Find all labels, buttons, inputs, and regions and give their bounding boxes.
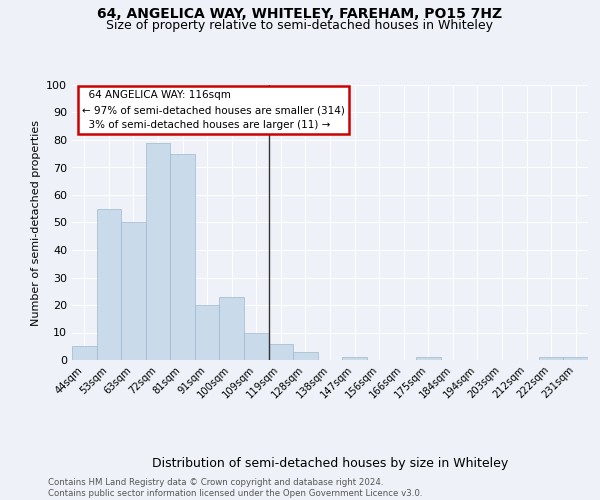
Bar [416, 357, 440, 360]
Bar [170, 154, 195, 360]
Bar [121, 222, 146, 360]
Text: 64 ANGELICA WAY: 116sqm  
← 97% of semi-detached houses are smaller (314)
  3% o: 64 ANGELICA WAY: 116sqm ← 97% of semi-de… [82, 90, 345, 130]
Bar [269, 344, 293, 360]
Bar [342, 357, 367, 360]
Bar [293, 352, 318, 360]
Text: 64, ANGELICA WAY, WHITELEY, FAREHAM, PO15 7HZ: 64, ANGELICA WAY, WHITELEY, FAREHAM, PO1… [97, 8, 503, 22]
Bar [72, 346, 97, 360]
Bar [244, 332, 269, 360]
Bar [97, 209, 121, 360]
Bar [146, 143, 170, 360]
Text: Distribution of semi-detached houses by size in Whiteley: Distribution of semi-detached houses by … [152, 458, 508, 470]
Y-axis label: Number of semi-detached properties: Number of semi-detached properties [31, 120, 41, 326]
Bar [220, 296, 244, 360]
Bar [195, 305, 220, 360]
Text: Size of property relative to semi-detached houses in Whiteley: Size of property relative to semi-detach… [107, 18, 493, 32]
Bar [539, 357, 563, 360]
Bar [563, 357, 588, 360]
Text: Contains HM Land Registry data © Crown copyright and database right 2024.
Contai: Contains HM Land Registry data © Crown c… [48, 478, 422, 498]
